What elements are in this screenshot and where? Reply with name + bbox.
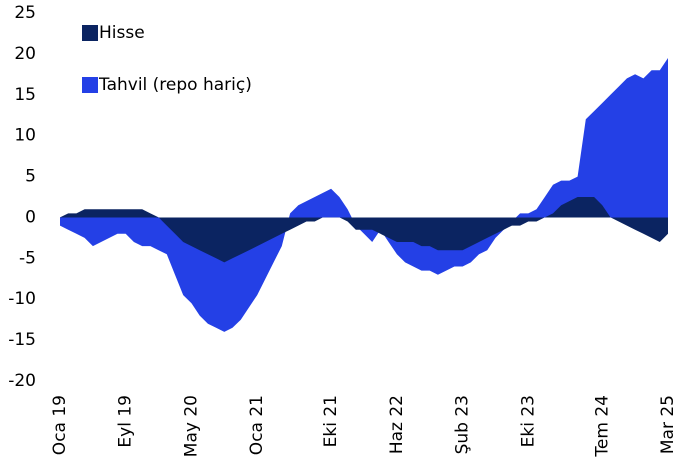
x-tick-label: Eki 23 [518,395,538,447]
y-tick-label: 20 [14,44,36,64]
x-tick-label: Şub 23 [453,395,473,454]
y-tick-label: 0 [25,207,36,227]
y-tick-label: -20 [8,371,36,391]
legend-label: Hisse [99,23,145,43]
y-tick-label: 15 [14,85,36,105]
x-tick-label: Oca 19 [50,395,70,455]
y-tick-label: -5 [19,248,36,268]
legend-swatch [82,77,98,93]
legend-swatch [82,25,98,41]
x-tick-label: Haz 22 [387,395,407,454]
y-tick-label: 10 [14,126,36,146]
y-tick-label: -15 [8,330,36,350]
y-tick-label: -10 [8,289,36,309]
y-tick-label: 5 [25,167,36,187]
x-tick-label: Eyl 19 [116,395,136,448]
x-tick-label: Tem 24 [592,395,612,458]
y-tick-label: 25 [14,3,36,23]
area [60,58,668,332]
legend-label: Tahvil (repo hariç) [98,75,252,95]
x-tick-label: Eki 21 [321,395,341,447]
x-tick-label: May 20 [181,395,201,457]
x-tick-label: Mar 25 [658,395,678,454]
area [60,197,668,263]
x-tick-label: Oca 21 [247,395,267,455]
